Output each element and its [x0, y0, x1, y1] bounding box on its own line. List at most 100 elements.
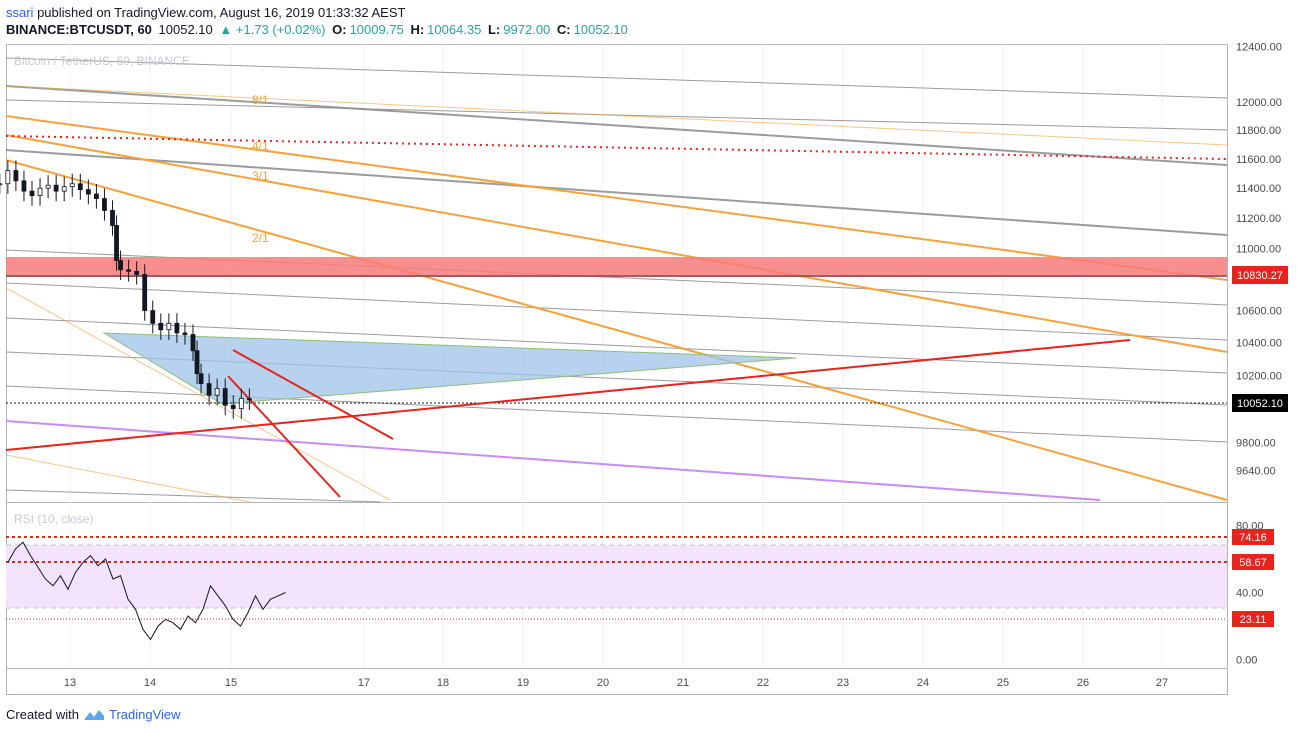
time-tick-label: 24 [917, 677, 929, 689]
candle-body [222, 388, 228, 406]
channel-line[interactable] [5, 57, 1228, 99]
published-text: published on TradingView.com, August 16,… [37, 5, 406, 20]
candle-body [45, 184, 51, 189]
gann-fan-lines [5, 85, 1228, 503]
footer: Created with TradingView [6, 707, 181, 722]
ascending-trendline[interactable] [5, 339, 1131, 451]
candle-body [214, 388, 220, 396]
channel-line[interactable] [5, 282, 1228, 341]
rsi-58-text: 58.67 [1239, 557, 1267, 569]
fan-line[interactable] [5, 159, 1228, 501]
candle-body [194, 350, 200, 375]
time-tick-label: 14 [144, 677, 156, 689]
candle-body [166, 322, 172, 331]
last-price-box [1232, 394, 1288, 412]
rsi-title: RSI (10, close) [14, 512, 93, 526]
rsi-74-text: 74.16 [1239, 532, 1267, 544]
low-value: 9972.00 [503, 22, 551, 37]
candle-body [126, 269, 131, 272]
zone-price-box [1232, 266, 1288, 284]
close-value: 10052.10 [573, 22, 628, 37]
author-link[interactable]: ssari [6, 5, 34, 20]
price-tick-label: 12000.00 [1236, 97, 1282, 109]
high-label: H: [410, 22, 425, 37]
fan-labels: 8/1 4/1 3/1 2/1 [252, 93, 269, 245]
publish-info: ssari published on TradingView.com, Augu… [6, 5, 405, 20]
candlesticks [0, 160, 252, 419]
candle-body [158, 322, 164, 331]
candle-body [61, 186, 67, 192]
price-change: ▲ +1.73 (+0.02%) [219, 22, 326, 37]
candle-body [0, 183, 3, 186]
triangle-pattern[interactable] [102, 332, 797, 405]
candle-body [190, 334, 196, 352]
candle-body [94, 193, 99, 199]
fan-line[interactable] [5, 115, 1228, 281]
fan-label: 2/1 [252, 231, 269, 245]
candle-body [174, 322, 180, 334]
price-label-last: 10052.10 [1232, 394, 1288, 412]
support-purple-line[interactable] [5, 420, 1101, 501]
rsi-23-box [1232, 611, 1274, 627]
time-tick-label: 15 [225, 677, 237, 689]
time-tick-label: 22 [757, 677, 769, 689]
channel-line[interactable] [5, 85, 1228, 166]
candle-body [69, 183, 75, 188]
wedge-upper-line[interactable] [232, 349, 394, 440]
fan-label: 3/1 [252, 169, 269, 183]
tradingview-logo-icon [83, 709, 104, 720]
rsi-band [6, 545, 1227, 608]
rsi-level-label-74: 74.16 [1232, 529, 1274, 545]
symbol-info: BINANCE:BTCUSDT, 60 10052.10 ▲ +1.73 (+0… [6, 22, 631, 37]
chart-watermark: Bitcoin / TetherUS, 60, BINANCE [14, 54, 190, 68]
time-tick-label: 19 [517, 677, 529, 689]
price-tick-label: 9640.00 [1236, 465, 1276, 477]
candle-body [37, 187, 43, 196]
price-tick-label: 11800.00 [1236, 125, 1281, 137]
fan-line[interactable] [5, 454, 251, 503]
fan-line[interactable] [5, 287, 391, 501]
resistance-zone[interactable] [6, 257, 1227, 277]
rsi-level-label-58: 58.67 [1232, 554, 1274, 570]
price-tick-label: 11400.00 [1236, 183, 1281, 195]
candle-body [102, 198, 107, 211]
candle-body [85, 189, 91, 195]
tradingview-brand-link[interactable]: TradingView [108, 707, 181, 722]
candle-body [29, 190, 35, 196]
time-tick-label: 21 [677, 677, 689, 689]
candle-body [134, 270, 140, 275]
rsi-tick-label: 40.00 [1236, 588, 1264, 600]
wedge-lower-line[interactable] [227, 375, 341, 498]
price-tick-label: 10600.00 [1236, 306, 1282, 318]
time-tick-label: 20 [597, 677, 609, 689]
candle-body [238, 398, 244, 410]
rsi-23-text: 23.11 [1240, 614, 1267, 626]
time-tick-label: 18 [437, 677, 449, 689]
low-label: L: [488, 22, 501, 37]
rsi-line[interactable] [7, 541, 286, 641]
time-tick-label: 25 [997, 677, 1009, 689]
candle-body [21, 180, 27, 192]
candle-body [13, 170, 19, 182]
dotted-resistance-line[interactable] [5, 135, 1228, 160]
rsi-74-box [1232, 529, 1274, 545]
channel-line[interactable] [5, 317, 1228, 374]
high-value: 10064.35 [427, 22, 482, 37]
candle-body [77, 183, 83, 191]
fan-line[interactable] [5, 134, 1228, 353]
rsi-tick-label: 0.00 [1236, 655, 1257, 667]
candle-body [230, 404, 236, 410]
price-tick-label: 11600.00 [1236, 154, 1281, 166]
candle-body [118, 260, 123, 271]
candle-body [5, 170, 11, 185]
symbol-name: BINANCE:BTCUSDT, 60 [6, 22, 152, 37]
fan-line[interactable] [5, 85, 1228, 146]
channel-line[interactable] [5, 149, 1228, 236]
trend-channel-lines [5, 57, 1228, 503]
time-tick-label: 27 [1156, 677, 1168, 689]
price-tick-label: 12400.00 [1236, 42, 1282, 54]
open-value: 10009.75 [349, 22, 404, 37]
price-axis: 12400.00 12000.00 11800.00 11600.00 11400.00… [1236, 42, 1282, 478]
channel-line[interactable] [5, 489, 381, 503]
